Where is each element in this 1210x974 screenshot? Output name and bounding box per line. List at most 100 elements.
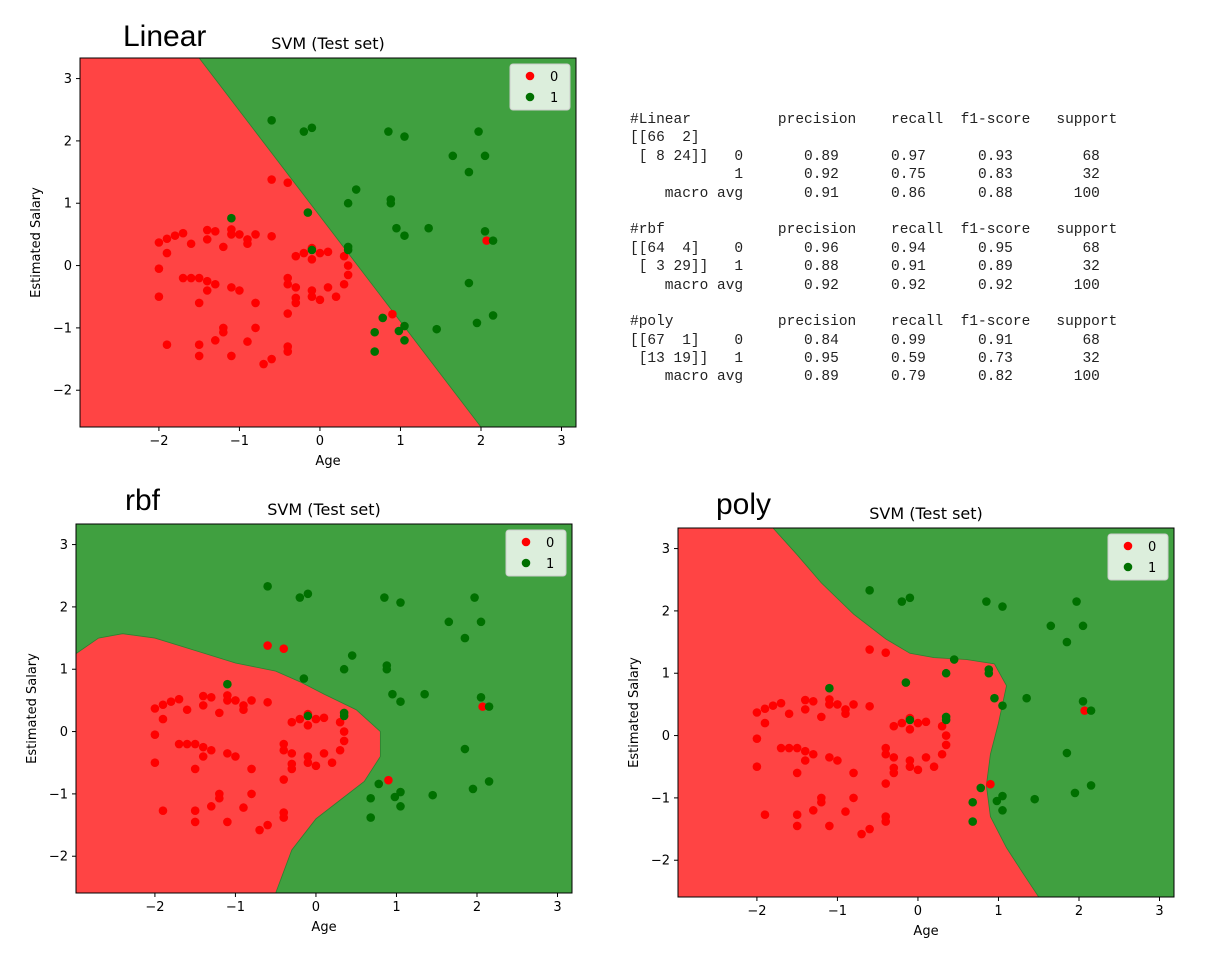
point-class-1: [460, 744, 470, 754]
point-class-1: [339, 664, 349, 674]
point-class-0: [937, 721, 947, 731]
point-class-1: [366, 813, 376, 822]
point-class-0: [311, 714, 321, 724]
point-class-1: [1086, 781, 1096, 790]
point-class-0: [384, 775, 393, 785]
point-class-0: [150, 730, 160, 739]
point-class-0: [335, 745, 345, 755]
point-class-1: [865, 586, 874, 595]
point-class-0: [235, 230, 244, 239]
y-tick-label: 0: [60, 725, 68, 740]
x-tick-label: 0: [316, 434, 324, 449]
point-class-1: [949, 655, 959, 664]
point-class-1: [460, 633, 470, 643]
point-class-0: [279, 775, 289, 784]
region-class-0: [80, 58, 481, 427]
y-axis-label: Estimated Salary: [627, 657, 642, 768]
point-class-0: [202, 286, 212, 295]
point-class-1: [905, 715, 915, 725]
point-class-1: [295, 593, 305, 602]
point-class-1: [263, 582, 272, 591]
point-class-0: [227, 283, 236, 292]
point-class-1: [380, 593, 389, 602]
point-class-0: [478, 702, 487, 711]
y-tick-label: −2: [49, 850, 68, 865]
point-class-0: [215, 708, 224, 718]
point-class-0: [235, 286, 244, 295]
point-class-0: [198, 701, 208, 710]
point-class-1: [267, 116, 276, 125]
point-class-0: [889, 753, 899, 762]
point-class-0: [881, 648, 891, 657]
point-class-1: [998, 602, 1007, 611]
point-class-1: [470, 593, 479, 602]
x-tick-label: 3: [553, 900, 561, 915]
y-tick-label: 2: [60, 600, 68, 615]
point-class-1: [384, 127, 393, 136]
point-class-1: [484, 702, 494, 711]
point-class-1: [825, 683, 834, 693]
point-class-0: [206, 802, 216, 811]
point-class-0: [231, 696, 240, 705]
x-tick-label: 1: [994, 904, 1002, 919]
point-class-0: [162, 248, 172, 258]
point-class-0: [808, 806, 818, 815]
y-tick-label: 0: [662, 729, 670, 744]
legend-box: [509, 63, 571, 111]
point-class-0: [251, 298, 260, 308]
point-class-0: [279, 813, 289, 822]
point-class-0: [295, 714, 305, 724]
y-tick-label: 3: [60, 538, 68, 553]
x-axis-label: Age: [913, 924, 938, 939]
decision-boundary-line: [76, 633, 381, 893]
x-tick-label: 3: [1155, 904, 1163, 919]
point-class-0: [283, 273, 293, 283]
point-class-1: [299, 127, 309, 136]
point-class-0: [178, 228, 188, 238]
point-class-1: [998, 701, 1007, 710]
y-tick-label: −1: [651, 791, 670, 806]
point-class-0: [206, 745, 216, 755]
point-class-0: [170, 231, 180, 240]
point-class-0: [178, 273, 188, 283]
point-class-0: [243, 337, 252, 346]
point-class-0: [752, 734, 762, 743]
report-line: [ 3 29]] 1 0.88 0.91 0.89 32: [630, 259, 1100, 276]
point-class-0: [905, 756, 915, 765]
point-class-0: [849, 793, 858, 803]
point-class-1: [901, 678, 911, 687]
point-class-1: [378, 313, 388, 323]
point-class-0: [263, 641, 272, 650]
point-class-0: [182, 739, 192, 749]
point-class-0: [267, 354, 276, 364]
point-class-1: [480, 151, 490, 161]
point-class-1: [905, 593, 915, 603]
point-class-1: [396, 787, 405, 797]
point-class-0: [339, 279, 349, 289]
report-line: macro avg 0.92 0.92 0.92 100: [630, 277, 1100, 294]
point-class-1: [998, 791, 1007, 801]
point-class-0: [247, 696, 256, 705]
panel-label-linear: Linear: [123, 20, 207, 53]
point-class-0: [335, 717, 345, 727]
point-class-0: [311, 761, 321, 771]
legend-label: 1: [1148, 561, 1156, 576]
chart-title: SVM (Test set): [271, 34, 385, 53]
point-class-0: [291, 298, 301, 308]
point-class-0: [825, 753, 834, 762]
point-class-0: [792, 821, 802, 831]
legend-label: 0: [546, 536, 554, 551]
y-tick-label: 1: [60, 663, 68, 678]
point-class-1: [1078, 696, 1088, 706]
classification-report: #Linear precision recall f1-score suppor…: [630, 111, 1117, 387]
point-class-1: [968, 797, 978, 807]
point-class-1: [464, 167, 474, 177]
point-class-1: [396, 598, 405, 607]
point-class-0: [881, 779, 891, 788]
point-class-1: [424, 223, 433, 233]
region-class-0: [76, 633, 381, 893]
legend: 01: [1107, 533, 1169, 581]
point-class-0: [307, 255, 317, 264]
